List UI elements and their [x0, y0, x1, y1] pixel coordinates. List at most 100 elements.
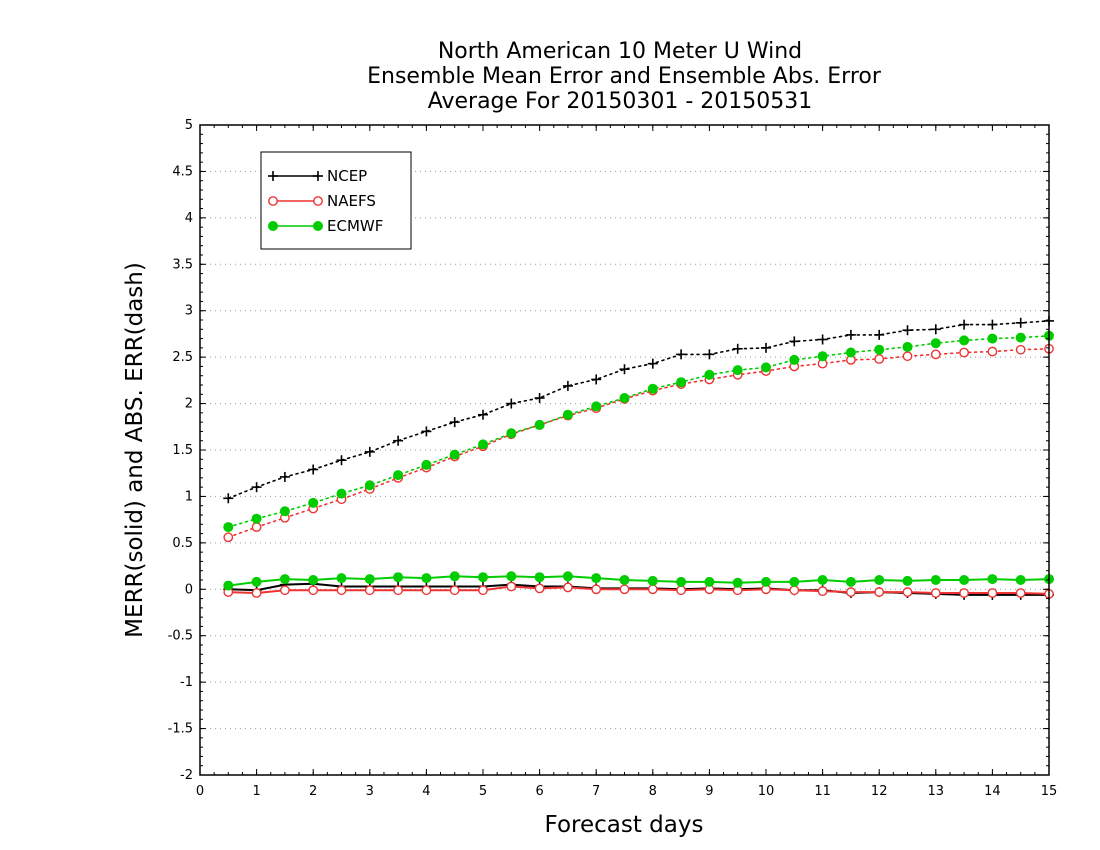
- x-tick-label: 8: [649, 784, 657, 799]
- legend-item-ncep: NCEP: [268, 167, 367, 185]
- ecmwf-abs-err-point: [421, 459, 432, 470]
- naefs-mean-err-point: [421, 585, 432, 596]
- ecmwf-mean-err-point: [647, 575, 658, 586]
- naefs-mean-err-point: [676, 585, 686, 596]
- x-tick-label: 2: [309, 784, 317, 799]
- y-tick-label: 4: [185, 211, 193, 226]
- y-tick-label: 0: [185, 582, 193, 597]
- axis-ticks: 54.543.532.521.510.50-0.5-1-1.5-20 1 2 3 4 5 6…: [168, 118, 1058, 799]
- ecmwf-abs-err-point: [591, 401, 602, 412]
- ecmwf-mean-err-point: [562, 571, 573, 582]
- naefs-mean-err-point: [251, 588, 262, 598]
- x-tick-label: 9: [705, 784, 713, 799]
- ecmwf-abs-err-point: [789, 354, 800, 365]
- ecmwf-abs-err-line: [227, 334, 1050, 528]
- ecmwf-abs-err-point: [930, 338, 941, 349]
- legend: NCEP NAEFS ECMWF: [260, 151, 412, 250]
- x-tick-label: 6: [535, 784, 543, 799]
- ecmwf-abs-err-point: [704, 369, 715, 380]
- naefs-mean-err-point: [902, 587, 913, 597]
- naefs-mean-err-point: [478, 585, 488, 596]
- naefs-mean-err-point: [506, 581, 517, 592]
- naefs-mean-err-point: [336, 585, 347, 596]
- title-line-3: Average For 20150301 - 20150531: [428, 89, 813, 114]
- naefs-abs-err-point: [987, 346, 998, 357]
- ecmwf-mean-err-point: [279, 574, 290, 585]
- x-tick-label: 3: [366, 784, 374, 799]
- naefs-mean-err-point: [846, 587, 856, 597]
- ecmwf-mean-err-point: [506, 571, 517, 582]
- series-naefs: [223, 343, 1054, 599]
- ecmwf-abs-err-point: [506, 428, 517, 439]
- x-tick-label: 0: [196, 784, 204, 799]
- x-tick-label: 1: [252, 784, 260, 799]
- x-tick-label: 15: [1041, 784, 1058, 799]
- ecmwf-abs-err-point: [902, 341, 913, 352]
- y-tick-label: 3.5: [172, 257, 193, 272]
- ecmwf-abs-err-point: [449, 449, 460, 460]
- x-tick-label: 14: [984, 784, 1001, 799]
- y-axis-label: MERR(solid) and ABS. ERR(dash): [122, 262, 148, 638]
- ecmwf-abs-err-point: [279, 506, 290, 517]
- ecmwf-mean-err-point: [336, 573, 347, 584]
- naefs-mean-err-point: [591, 584, 602, 595]
- series-layer: [223, 315, 1054, 600]
- x-tick-label: 12: [871, 784, 888, 799]
- naefs-mean-err-point: [619, 584, 630, 595]
- ecmwf-abs-err-point: [1015, 332, 1026, 343]
- y-tick-label: 1.5: [172, 443, 193, 458]
- x-tick-label: 10: [758, 784, 775, 799]
- series-ncep: [223, 315, 1054, 600]
- legend-entries: NCEP NAEFS ECMWF: [268, 167, 383, 235]
- y-tick-label: -1.5: [168, 722, 193, 737]
- ecmwf-abs-err-point: [336, 488, 347, 499]
- ecmwf-abs-err-point: [478, 439, 488, 450]
- ecmwf-abs-err-point: [562, 409, 573, 420]
- ecmwf-mean-err-line: [228, 575, 1050, 587]
- naefs-mean-err-point: [1015, 588, 1026, 598]
- ecmwf-abs-err-point: [393, 470, 404, 481]
- y-tick-label: 2: [185, 397, 193, 412]
- ecmwf-abs-err-point: [308, 497, 319, 508]
- x-axis-label: Forecast days: [545, 812, 704, 838]
- ecmwf-mean-err-point: [1015, 575, 1026, 585]
- ecmwf-mean-err-point: [478, 572, 488, 583]
- legend-item-naefs: NAEFS: [268, 192, 376, 210]
- chart-title: North American 10 Meter U Wind Ensemble …: [367, 39, 882, 114]
- x-tick-label: 7: [592, 784, 600, 799]
- ecmwf-mean-err-point: [902, 575, 913, 586]
- ecmwf-abs-err-point: [251, 513, 262, 524]
- ecmwf-mean-err-point: [364, 574, 375, 585]
- gridlines: [200, 170, 1049, 730]
- x-tick-label: 13: [928, 784, 945, 799]
- ecmwf-abs-err-point: [761, 362, 771, 373]
- ecmwf-abs-err-point: [817, 351, 828, 362]
- ecmwf-mean-err-point: [449, 571, 460, 582]
- ecmwf-abs-err-point: [647, 383, 658, 394]
- y-tick-label: -2: [180, 768, 193, 783]
- naefs-abs-err-point: [1015, 344, 1026, 355]
- naefs-abs-err-point: [874, 354, 885, 364]
- legend-item-ecmwf: ECMWF: [268, 217, 383, 235]
- ecmwf-mean-err-point: [845, 576, 856, 587]
- legend-marker-ecmwf: [268, 221, 278, 231]
- ecmwf-mean-err-point: [987, 574, 998, 585]
- title-line-2: Ensemble Mean Error and Ensemble Abs. Er…: [367, 64, 882, 89]
- legend-label-naefs: NAEFS: [327, 192, 376, 210]
- naefs-mean-err-point: [279, 585, 290, 596]
- ecmwf-mean-err-point: [534, 572, 545, 583]
- ecmwf-mean-err-point: [789, 576, 800, 587]
- ecmwf-mean-err-point: [761, 576, 771, 587]
- ecmwf-mean-err-point: [676, 576, 687, 587]
- naefs-mean-err-point: [449, 585, 460, 596]
- x-tick-label: 4: [422, 784, 430, 799]
- title-line-1: North American 10 Meter U Wind: [438, 39, 802, 64]
- ecmwf-mean-err-point: [930, 575, 941, 585]
- y-tick-label: 0.5: [172, 536, 193, 551]
- ecmwf-mean-err-point: [874, 575, 885, 585]
- naefs-mean-err-point: [364, 585, 375, 596]
- naefs-mean-err-point: [959, 588, 969, 598]
- y-tick-label: -0.5: [168, 629, 193, 644]
- naefs-abs-err-point: [902, 351, 913, 362]
- y-tick-label: 5: [185, 118, 193, 133]
